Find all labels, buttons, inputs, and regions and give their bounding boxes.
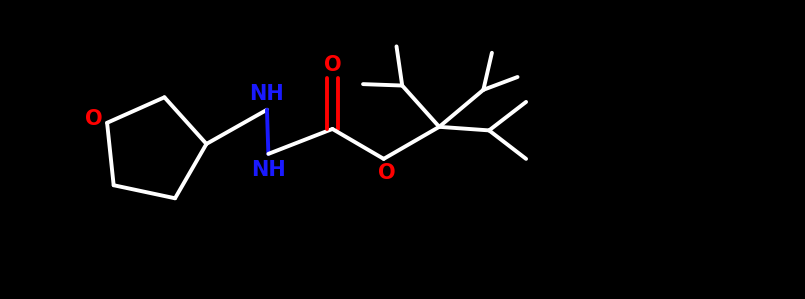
Text: O: O — [324, 55, 341, 75]
Text: O: O — [85, 109, 103, 129]
Text: NH: NH — [251, 160, 286, 179]
Text: O: O — [378, 163, 396, 183]
Text: NH: NH — [250, 84, 284, 104]
